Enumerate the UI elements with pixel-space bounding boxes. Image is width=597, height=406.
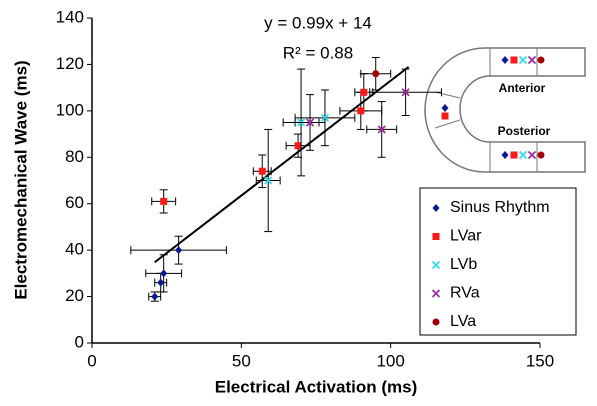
marker xyxy=(175,246,183,255)
marker xyxy=(518,55,528,65)
marker xyxy=(160,197,168,205)
marker xyxy=(510,56,518,64)
segment-divider xyxy=(434,119,461,129)
marker xyxy=(441,104,449,112)
marker xyxy=(537,56,545,64)
marker xyxy=(264,176,273,185)
equation: y = 0.99x + 14 xyxy=(264,13,372,32)
y-tick-label: 40 xyxy=(65,240,84,259)
x-tick-label: 0 xyxy=(87,351,96,370)
legend-label: LVar xyxy=(450,228,482,245)
y-tick-label: 0 xyxy=(75,332,84,351)
x-tick-label: 50 xyxy=(232,351,251,370)
marker xyxy=(431,289,441,298)
y-tick-label: 20 xyxy=(65,286,84,305)
x-axis-title: Electrical Activation (ms) xyxy=(215,377,418,396)
heart-outline xyxy=(424,47,586,173)
marker xyxy=(151,292,159,301)
marker xyxy=(372,70,380,78)
inset-label: Posterior xyxy=(498,124,551,138)
marker xyxy=(432,318,440,326)
x-tick-label: 150 xyxy=(526,351,554,370)
legend-label: LVa xyxy=(450,313,476,330)
y-tick-label: 80 xyxy=(65,147,84,166)
marker xyxy=(320,113,330,122)
marker xyxy=(537,151,545,159)
marker xyxy=(157,278,165,287)
marker xyxy=(432,233,440,240)
marker xyxy=(360,88,368,96)
marker xyxy=(501,56,509,64)
y-tick-label: 100 xyxy=(56,100,84,119)
y-axis-title: Electromechanical Wave (ms) xyxy=(11,60,30,299)
marker xyxy=(431,260,441,270)
legend-label: LVb xyxy=(450,256,477,273)
marker xyxy=(294,142,302,150)
marker xyxy=(160,269,168,278)
y-tick-label: 140 xyxy=(56,7,84,26)
marker xyxy=(357,107,365,115)
legend-box xyxy=(419,187,577,336)
marker xyxy=(377,125,386,134)
marker xyxy=(441,112,449,120)
x-tick-label: 100 xyxy=(376,351,404,370)
marker xyxy=(305,118,315,127)
marker xyxy=(501,151,509,159)
r-squared: R² = 0.88 xyxy=(283,43,353,62)
y-tick-label: 120 xyxy=(56,54,84,73)
inset-diagram: Anterior Posterior xyxy=(424,47,586,173)
inset-label: Anterior xyxy=(499,81,546,95)
marker xyxy=(527,150,537,160)
marker xyxy=(518,150,528,160)
marker xyxy=(432,204,440,212)
legend-label: Sinus Rhythm xyxy=(450,199,550,216)
trendline xyxy=(154,66,410,264)
y-tick-label: 60 xyxy=(65,193,84,212)
marker xyxy=(527,55,537,65)
marker xyxy=(258,167,266,175)
legend-label: RVa xyxy=(450,285,480,302)
marker xyxy=(510,151,518,159)
marker xyxy=(401,88,410,97)
segment-divider xyxy=(434,91,461,99)
